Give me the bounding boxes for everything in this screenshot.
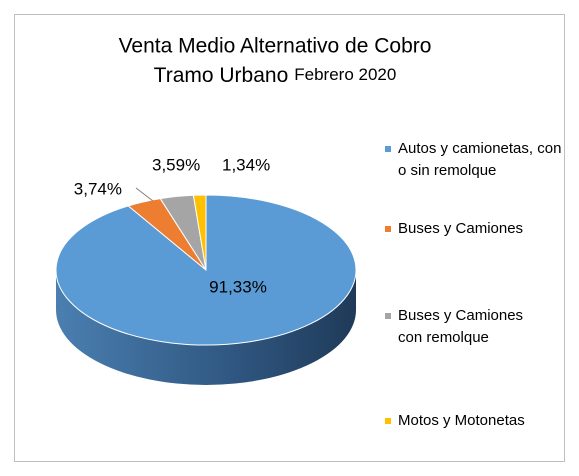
legend-item: Buses y Camiones xyxy=(385,218,579,240)
legend-swatch xyxy=(385,226,391,232)
legend-swatch xyxy=(385,313,391,319)
period: Febrero 2020 xyxy=(294,65,396,84)
leader-line xyxy=(135,187,154,202)
legend-label: Autos y camionetas, con o sin remolque xyxy=(398,140,562,179)
data-label: 1,34% xyxy=(222,155,270,174)
legend-label: Buses y Camiones con remolque xyxy=(398,307,524,346)
legend-swatch xyxy=(385,418,391,424)
data-label: 3,74% xyxy=(74,179,122,198)
legend-label: Motos y Motonetas xyxy=(398,412,525,429)
data-label: 3,59% xyxy=(152,155,200,174)
data-label: 91,33% xyxy=(209,277,267,296)
chart-subtitle: Tramo Urbano Febrero 2020 xyxy=(154,64,397,87)
chart-title: Venta Medio Alternativo de Cobro xyxy=(119,35,432,58)
legend-swatch xyxy=(385,146,391,152)
legend-label: Buses y Camiones xyxy=(398,220,524,237)
subtitle: Tramo Urbano xyxy=(154,64,289,87)
slice xyxy=(55,194,357,346)
slice-side xyxy=(56,270,356,385)
pie: 91,33% 3,74% 3,59% 1,34% xyxy=(55,155,357,385)
legend-item: Motos y Motonetas xyxy=(385,410,579,432)
legend-item: Buses y Camiones con remolque xyxy=(385,305,579,349)
legend-item: Autos y camionetas, con o sin remolque xyxy=(385,138,579,182)
slice xyxy=(192,194,207,271)
